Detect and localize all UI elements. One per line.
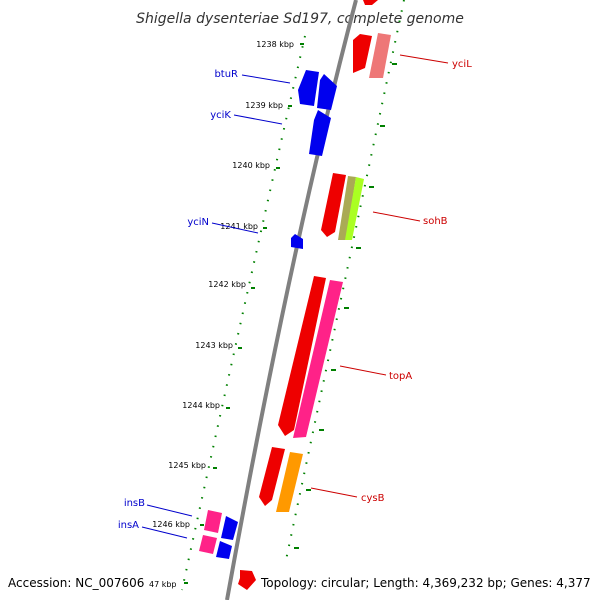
gene-cysB-red[interactable] xyxy=(259,447,285,506)
kbp-label-1242: 1242 kbp xyxy=(208,280,246,289)
gene-insB-pink[interactable] xyxy=(204,510,222,533)
gene-sohB-olive[interactable] xyxy=(338,176,356,240)
gene-btuR-a[interactable] xyxy=(298,70,319,106)
gene-yciL-salmon[interactable] xyxy=(369,33,391,78)
genome-backbone xyxy=(225,0,358,600)
summary-text: Topology: circular; Length: 4,369,232 bp… xyxy=(260,576,591,590)
kbp-label-1246: 1246 kbp xyxy=(152,520,190,529)
kbp-label-1244: 1244 kbp xyxy=(182,401,220,410)
kbp-label-1241: 1241 kbp xyxy=(220,222,258,231)
map-title: Shigella dysenteriae Sd197, complete gen… xyxy=(136,11,464,27)
major-ticks-right xyxy=(294,63,397,549)
gene-partial-bottom[interactable] xyxy=(238,570,256,590)
accession-text: Accession: NC_007606 xyxy=(8,576,144,590)
leader-btuR xyxy=(241,74,291,84)
gene-btuR-b[interactable] xyxy=(317,74,337,110)
gene-sohB-red[interactable] xyxy=(321,173,346,237)
gene-cysB-orange[interactable] xyxy=(276,452,303,512)
gene-insA-blue[interactable] xyxy=(216,541,232,559)
leader-topA xyxy=(339,365,387,376)
kbp-label-1245: 1245 kbp xyxy=(168,461,206,470)
gene-label-insB[interactable]: insB xyxy=(124,498,145,509)
gene-yciL-top[interactable] xyxy=(363,0,378,5)
leader-yciK xyxy=(233,114,283,125)
gene-label-insA[interactable]: insA xyxy=(118,520,139,531)
kbp-label-partial: 47 kbp xyxy=(149,580,177,589)
major-ticks-left xyxy=(184,43,304,584)
gene-label-yciL[interactable]: yciL xyxy=(452,59,472,70)
leader-sohB xyxy=(372,211,421,222)
gene-insB-blue[interactable] xyxy=(221,516,238,540)
gene-yciN[interactable] xyxy=(291,234,303,249)
gene-label-yciK[interactable]: yciK xyxy=(210,110,231,121)
footer-left-bg xyxy=(0,572,180,594)
gene-yciK[interactable] xyxy=(309,110,331,156)
leader-cysB xyxy=(310,487,358,498)
kbp-label-1243: 1243 kbp xyxy=(195,341,233,350)
gene-topA-pink[interactable] xyxy=(293,280,343,438)
gene-yciL-red[interactable] xyxy=(353,34,372,73)
gene-label-yciN: yciN xyxy=(187,217,209,228)
gene-label-btuR[interactable]: btuR xyxy=(214,69,238,80)
gene-insA-pink[interactable] xyxy=(199,535,217,554)
gene-label-sohB[interactable]: sohB xyxy=(423,216,448,227)
leader-insA xyxy=(141,526,188,539)
gene-label-topA[interactable]: topA xyxy=(389,371,412,382)
kbp-label-1239: 1239 kbp xyxy=(245,101,283,110)
footer-right-bg xyxy=(258,572,600,594)
leader-yciN xyxy=(211,222,259,234)
kbp-label-1240: 1240 kbp xyxy=(232,161,270,170)
leader-yciL xyxy=(399,54,449,64)
kbp-label-1238: 1238 kbp xyxy=(256,40,294,49)
leader-insB xyxy=(146,504,193,517)
gene-label-cysB[interactable]: cysB xyxy=(361,493,385,504)
gene-topA-red[interactable] xyxy=(278,276,326,436)
gene-sohB-lime[interactable] xyxy=(345,177,364,240)
